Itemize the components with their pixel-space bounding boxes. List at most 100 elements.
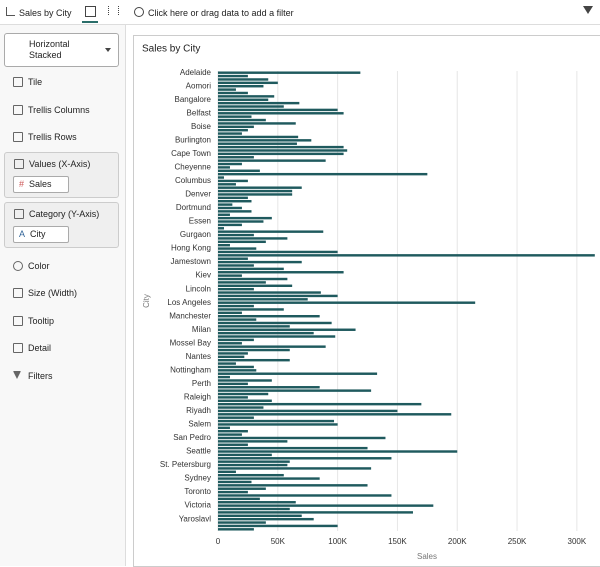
bar xyxy=(218,122,296,125)
bar xyxy=(218,460,290,463)
y-tick-label: Burlington xyxy=(175,135,211,144)
chart: Sales by City City Sales 0 50K 100K 150K 200… xyxy=(133,35,600,567)
bar xyxy=(218,318,257,321)
bar xyxy=(218,118,266,122)
panel-item[interactable]: Tooltip xyxy=(13,316,55,326)
bar xyxy=(218,528,254,531)
bar xyxy=(218,271,344,274)
y-tick-label: Cape Town xyxy=(171,149,211,158)
tab-underline xyxy=(82,21,98,23)
bar xyxy=(218,125,254,129)
panel-item[interactable]: Size (Width) xyxy=(13,288,77,298)
bar xyxy=(218,463,288,467)
bar xyxy=(218,301,476,304)
chip-text: City xyxy=(30,229,46,239)
item-icon xyxy=(14,159,24,169)
properties-tab[interactable] xyxy=(108,6,119,15)
item-icon xyxy=(14,209,24,219)
panel-item[interactable]: Detail xyxy=(13,343,51,353)
y-tick-label: Columbus xyxy=(175,176,211,185)
bar xyxy=(218,504,434,507)
bar xyxy=(218,159,326,162)
x-tick-label: 250K xyxy=(508,537,527,546)
tab-title-text: Sales by City xyxy=(19,8,72,18)
bar xyxy=(218,524,338,528)
x-tick-label: 50K xyxy=(271,537,286,546)
panel-item[interactable]: Filters xyxy=(13,371,53,381)
bar xyxy=(218,369,257,372)
item-label: Filters xyxy=(28,371,53,381)
x-tick-label: 0 xyxy=(216,537,221,546)
y-tick-label: Nantes xyxy=(186,352,211,361)
bar xyxy=(218,348,290,352)
bar xyxy=(218,355,245,359)
values-drop[interactable]: Values (X-Axis) # Sales xyxy=(4,152,119,198)
y-tick-label: Hong Kong xyxy=(171,244,211,253)
bar xyxy=(218,375,230,379)
bar xyxy=(218,98,269,101)
city-chip[interactable]: A City xyxy=(13,226,69,243)
bar xyxy=(218,382,248,386)
category-drop[interactable]: Category (Y-Axis) A City xyxy=(4,202,119,248)
bar xyxy=(218,494,392,497)
chart-type-dropdown[interactable]: Horizontal Stacked xyxy=(4,33,119,67)
item-icon xyxy=(13,288,23,298)
bar xyxy=(218,152,344,156)
bar xyxy=(218,135,299,139)
bar xyxy=(218,386,320,389)
bar xyxy=(218,132,242,135)
panel-item[interactable]: Trellis Rows xyxy=(13,132,77,142)
y-tick-label: Milan xyxy=(192,325,211,334)
bar xyxy=(218,396,248,399)
bar xyxy=(218,216,272,220)
bar xyxy=(218,257,248,260)
bar xyxy=(218,142,297,145)
bar xyxy=(218,501,296,504)
bar xyxy=(218,507,290,511)
panel-item[interactable]: Trellis Columns xyxy=(13,105,90,115)
bar xyxy=(218,379,272,382)
bar xyxy=(218,189,293,193)
bar xyxy=(218,91,248,95)
bar xyxy=(218,112,344,115)
bar xyxy=(218,514,302,517)
y-tick-label: Salem xyxy=(188,420,211,429)
bar xyxy=(218,101,300,105)
tab-title[interactable]: Sales by City xyxy=(6,7,72,18)
x-axis-label: Sales xyxy=(417,552,437,561)
bar xyxy=(218,240,266,244)
bar xyxy=(218,176,224,179)
bar xyxy=(218,149,348,152)
bar xyxy=(218,362,236,365)
y-tick-label: Belfast xyxy=(187,108,212,117)
bar xyxy=(218,284,293,287)
filter-icon[interactable] xyxy=(583,6,593,14)
x-tick-label: 150K xyxy=(388,537,407,546)
item-label: Tooltip xyxy=(28,316,55,326)
toolbar: Sales by City Click here or drag data to… xyxy=(0,0,600,25)
bar xyxy=(218,166,230,169)
filter-hint[interactable]: Click here or drag data to add a filter xyxy=(134,7,294,18)
y-tick-label: Denver xyxy=(185,190,211,199)
bar xyxy=(218,321,332,325)
y-tick-label: Riyadh xyxy=(186,406,211,415)
grammar-tab[interactable] xyxy=(85,6,96,17)
y-tick-label: Essen xyxy=(189,217,211,226)
y-tick-label: Nottingham xyxy=(170,365,211,374)
panel-item[interactable]: Color xyxy=(13,261,50,271)
bar xyxy=(218,169,260,172)
bar xyxy=(218,389,372,392)
panel-item[interactable]: Tile xyxy=(13,77,42,87)
sales-chip[interactable]: # Sales xyxy=(13,176,69,193)
bar xyxy=(218,128,248,132)
bar xyxy=(218,473,284,477)
y-tick-label: Perth xyxy=(192,379,211,388)
y-tick-label: Jamestown xyxy=(171,257,211,266)
bar xyxy=(218,243,230,247)
bar xyxy=(218,220,264,223)
filter-hint-text: Click here or drag data to add a filter xyxy=(148,8,294,18)
bar xyxy=(218,342,242,345)
bar xyxy=(218,254,595,257)
bar xyxy=(218,446,368,450)
bar xyxy=(218,233,254,237)
